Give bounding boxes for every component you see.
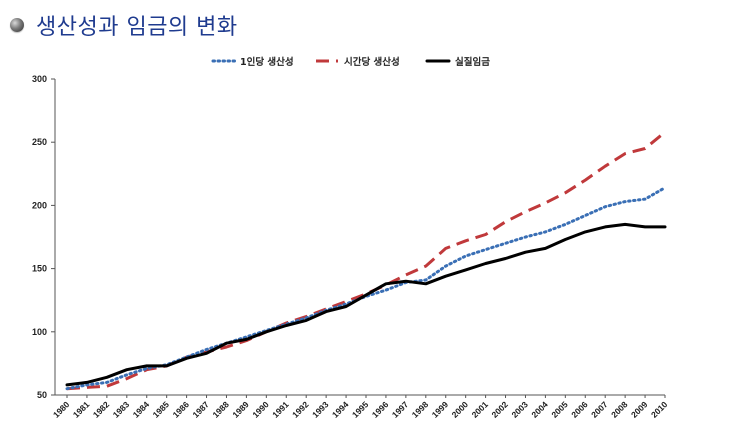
page-title: 생산성과 임금의 변화 <box>36 15 238 40</box>
x-tick-label: 1995 <box>350 399 371 420</box>
y-axis-ticks: 50 100 150 200 250 300 <box>32 74 55 400</box>
y-tick-label: 150 <box>32 264 47 274</box>
x-axis-ticks: 1980 1981 1982 1983 1984 1985 1986 1987 1988 1989… <box>51 395 670 420</box>
y-tick-label: 200 <box>32 200 47 210</box>
y-tick-label: 300 <box>32 74 47 84</box>
x-tick-label: 1988 <box>210 399 231 420</box>
x-tick-label: 2000 <box>450 399 471 420</box>
x-tick-label: 1980 <box>51 399 72 420</box>
x-tick-label: 1982 <box>91 399 112 420</box>
x-tick-label: 1984 <box>131 399 152 420</box>
y-tick-label: 250 <box>32 137 47 147</box>
x-tick-label: 1996 <box>370 399 391 420</box>
y-tick-label: 50 <box>37 390 47 400</box>
x-tick-label: 2005 <box>549 399 570 420</box>
x-tick-label: 1990 <box>250 399 271 420</box>
x-tick-label: 2008 <box>609 399 630 420</box>
y-tick-label: 100 <box>32 327 47 337</box>
slide-header: 생산성과 임금의 변화 <box>10 8 238 42</box>
x-tick-label: 2003 <box>509 399 530 420</box>
x-tick-label: 1994 <box>330 399 351 420</box>
chart-series <box>65 130 667 391</box>
x-tick-label: 2002 <box>489 399 510 420</box>
x-tick-label: 1992 <box>290 399 311 420</box>
x-tick-label: 1986 <box>171 399 192 420</box>
x-tick-label: 1993 <box>310 399 331 420</box>
chart-legend: 1인당 생산성 시간당 생산성 실질임금 <box>211 56 490 68</box>
x-tick-label: 1981 <box>71 399 92 420</box>
x-tick-label: 2006 <box>569 399 590 420</box>
x-tick-label: 2009 <box>629 399 650 420</box>
x-tick-label: 1989 <box>230 399 251 420</box>
x-tick-label: 1983 <box>111 399 132 420</box>
legend-label-2: 실질임금 <box>455 56 490 68</box>
legend-label-0: 1인당 생산성 <box>240 56 294 68</box>
x-tick-label: 2001 <box>470 399 491 420</box>
x-tick-label: 1991 <box>270 399 291 420</box>
x-tick-label: 1987 <box>190 399 211 420</box>
legend-label-1: 시간당 생산성 <box>344 56 400 68</box>
series-line-0 <box>65 186 667 391</box>
x-tick-label: 1997 <box>390 399 411 420</box>
x-tick-label: 1999 <box>430 399 451 420</box>
bullet-icon <box>10 18 24 32</box>
x-tick-label: 2004 <box>529 399 550 420</box>
x-tick-label: 2010 <box>649 399 670 420</box>
x-tick-label: 1998 <box>410 399 431 420</box>
x-tick-label: 2007 <box>589 399 610 420</box>
x-tick-label: 1985 <box>151 399 172 420</box>
series-line-2 <box>65 222 667 387</box>
chart-axes <box>54 79 665 396</box>
series-line-1 <box>66 130 666 391</box>
